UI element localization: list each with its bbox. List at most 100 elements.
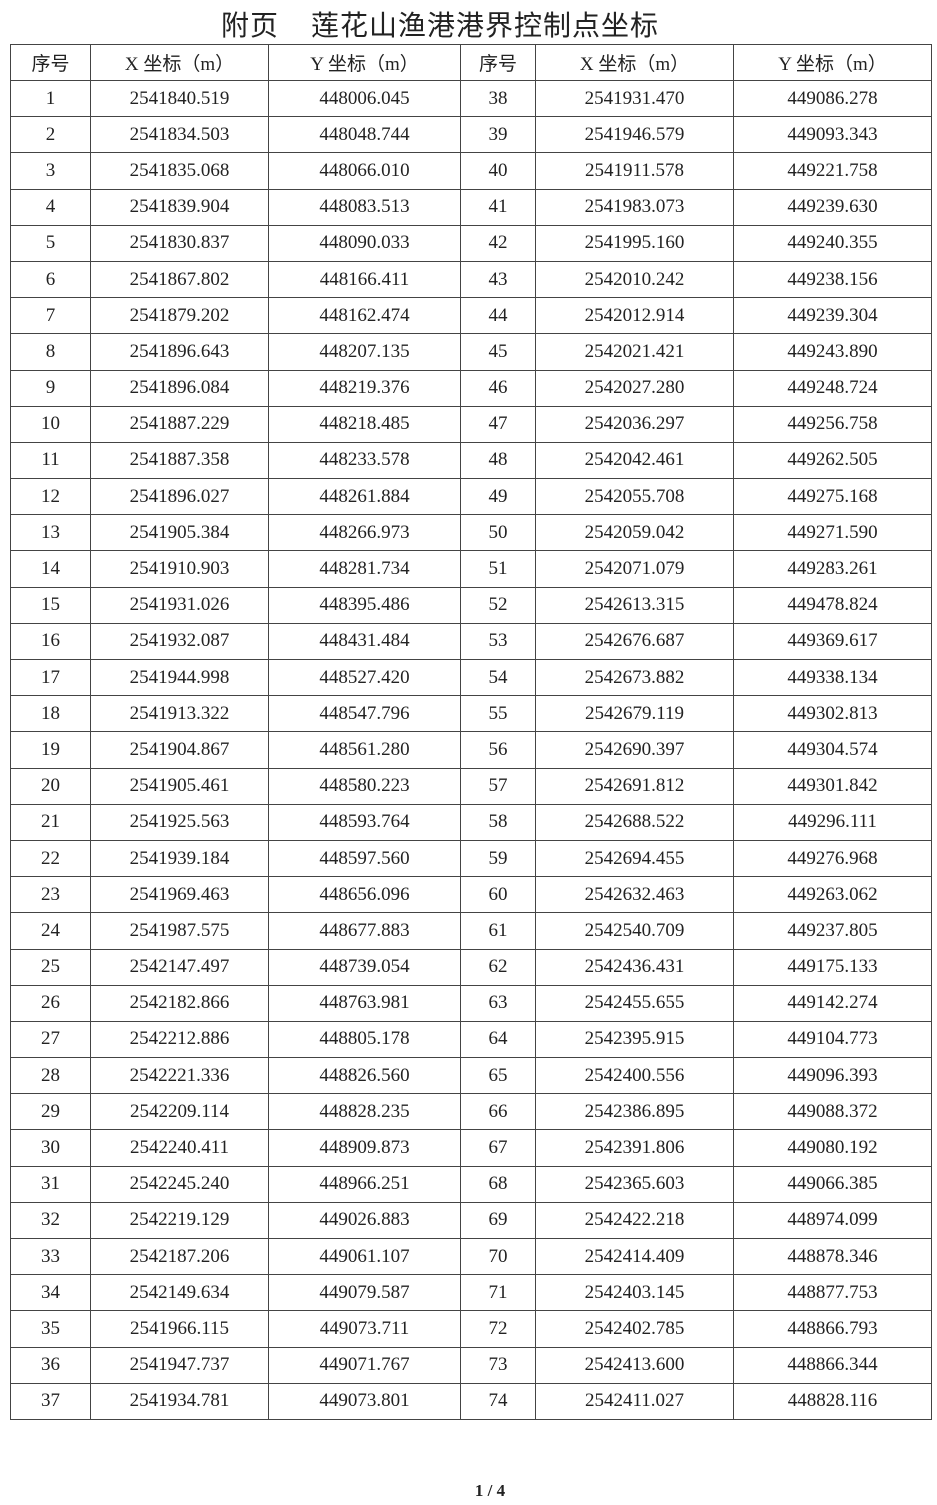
point-index: 4 [10,188,91,226]
y-coordinate: 448218.485 [268,405,461,443]
table-row: 37 2541934.781 449073.801 74 2542411.027 4488… [10,1382,932,1420]
y-coordinate: 448527.420 [268,658,461,697]
x-coordinate: 2542411.027 [535,1382,734,1420]
table-row: 28 2542221.336 448826.560 65 2542400.556 4490… [10,1057,932,1095]
x-coordinate: 2541939.184 [90,839,269,878]
point-index: 66 [460,1093,536,1131]
x-coordinate: 2542147.497 [90,948,269,986]
point-index: 28 [10,1057,91,1095]
point-index: 46 [460,369,536,407]
point-index: 70 [460,1237,536,1276]
table-row: 30 2542240.411 448909.873 67 2542391.806 4490… [10,1129,932,1167]
point-index: 62 [460,948,536,986]
table-row: 29 2542209.114 448828.235 66 2542386.895 4490… [10,1093,932,1131]
point-index: 27 [10,1020,91,1059]
y-coordinate: 448656.096 [268,876,461,914]
y-coordinate: 448866.344 [733,1346,932,1384]
y-coordinate: 448877.753 [733,1274,932,1312]
point-index: 12 [10,478,91,516]
point-index: 59 [460,839,536,878]
point-index: 32 [10,1201,91,1240]
table-row: 35 2541966.115 449073.711 72 2542402.785 4488… [10,1310,932,1348]
y-coordinate: 448219.376 [268,369,461,407]
point-index: 48 [460,441,536,480]
y-coordinate: 448597.560 [268,839,461,878]
y-coordinate: 448066.010 [268,152,461,190]
point-index: 6 [10,260,91,299]
x-coordinate: 2542679.119 [535,695,734,733]
y-coordinate: 448739.054 [268,948,461,986]
y-coordinate: 448090.033 [268,224,461,262]
x-coordinate: 2542221.336 [90,1057,269,1095]
point-index: 63 [460,984,536,1022]
y-coordinate: 448207.135 [268,333,461,371]
point-index: 37 [10,1382,91,1420]
header-y: Y 坐标（m） [268,44,461,81]
y-coordinate: 448281.734 [268,550,461,588]
y-coordinate: 449369.617 [733,622,932,661]
x-coordinate: 2542245.240 [90,1165,269,1203]
point-index: 24 [10,912,91,950]
point-index: 3 [10,152,91,190]
y-coordinate: 448826.560 [268,1057,461,1095]
x-coordinate: 2542042.461 [535,441,734,480]
x-coordinate: 2541905.461 [90,767,269,805]
x-coordinate: 2541840.519 [90,79,269,118]
x-coordinate: 2542673.882 [535,658,734,697]
x-coordinate: 2541966.115 [90,1310,269,1348]
point-index: 45 [460,333,536,371]
point-index: 19 [10,731,91,769]
point-index: 29 [10,1093,91,1131]
point-index: 38 [460,79,536,118]
y-coordinate: 449301.842 [733,767,932,805]
y-coordinate: 449080.192 [733,1129,932,1167]
header-y: Y 坐标（m） [733,44,932,81]
y-coordinate: 449263.062 [733,876,932,914]
x-coordinate: 2542386.895 [535,1093,734,1131]
point-index: 74 [460,1382,536,1420]
x-coordinate: 2541887.358 [90,441,269,480]
y-coordinate: 449271.590 [733,514,932,552]
x-coordinate: 2542422.218 [535,1201,734,1240]
y-coordinate: 449238.156 [733,260,932,299]
point-index: 20 [10,767,91,805]
point-index: 64 [460,1020,536,1059]
x-coordinate: 2541896.643 [90,333,269,371]
x-coordinate: 2541969.463 [90,876,269,914]
point-index: 13 [10,514,91,552]
x-coordinate: 2542455.655 [535,984,734,1022]
y-coordinate: 449262.505 [733,441,932,480]
y-coordinate: 448561.280 [268,731,461,769]
table-row: 16 2541932.087 448431.484 53 2542676.687 4493… [10,622,932,661]
x-coordinate: 2541931.470 [535,79,734,118]
point-index: 35 [10,1310,91,1348]
point-index: 55 [460,695,536,733]
point-index: 34 [10,1274,91,1312]
x-coordinate: 2542688.522 [535,803,734,841]
y-coordinate: 449221.758 [733,152,932,190]
y-coordinate: 448395.486 [268,586,461,624]
y-coordinate: 449142.274 [733,984,932,1022]
x-coordinate: 2542012.914 [535,297,734,335]
point-index: 44 [460,297,536,335]
y-coordinate: 449104.773 [733,1020,932,1059]
x-coordinate: 2541904.867 [90,731,269,769]
point-index: 71 [460,1274,536,1312]
header-x: X 坐标（m） [90,44,269,81]
table-row: 36 2541947.737 449071.767 73 2542413.600 4488… [10,1346,932,1384]
x-coordinate: 2542403.145 [535,1274,734,1312]
table-row: 32 2542219.129 449026.883 69 2542422.218 4489… [10,1201,932,1240]
point-index: 43 [460,260,536,299]
x-coordinate: 2542613.315 [535,586,734,624]
y-coordinate: 449073.801 [268,1382,461,1420]
point-index: 2 [10,116,91,154]
y-coordinate: 449079.587 [268,1274,461,1312]
y-coordinate: 448083.513 [268,188,461,226]
point-index: 51 [460,550,536,588]
point-index: 73 [460,1346,536,1384]
point-index: 10 [10,405,91,443]
point-index: 61 [460,912,536,950]
x-coordinate: 2541834.503 [90,116,269,154]
point-index: 5 [10,224,91,262]
x-coordinate: 2541913.322 [90,695,269,733]
